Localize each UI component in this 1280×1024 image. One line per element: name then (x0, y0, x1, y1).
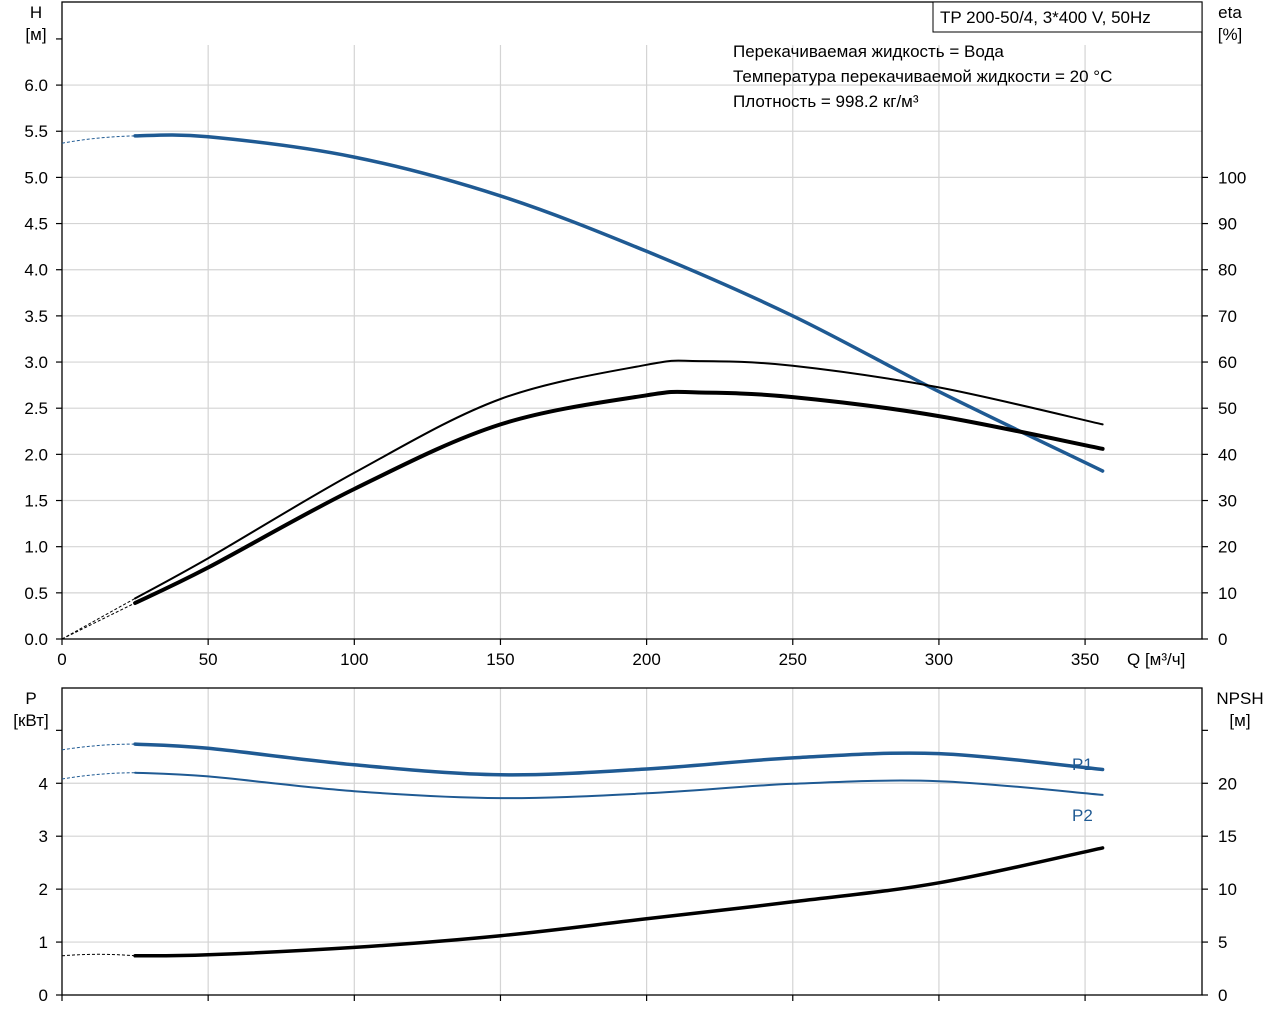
y-left-tick-label: 5.5 (24, 122, 48, 141)
npsh-axis-label: NPSH (1216, 689, 1263, 708)
series-line-0-1 (134, 359, 1104, 600)
y-left-tick-label: 3 (39, 827, 48, 846)
note-fluid: Перекачиваемая жидкость = Вода (733, 42, 1004, 61)
y-left-tick-label: 5.0 (24, 168, 48, 187)
y-right-tick-label: 30 (1218, 492, 1237, 511)
eta-axis-label: eta (1218, 3, 1242, 22)
h-axis-unit: [м] (25, 25, 46, 44)
pump-title-box (932, 1, 1203, 33)
y-left-tick-label: 1 (39, 933, 48, 952)
y-right-tick-label: 10 (1218, 880, 1237, 899)
series-extrapolation (61, 953, 136, 957)
top-series (61, 133, 1105, 640)
y-right-tick-label: 80 (1218, 261, 1237, 280)
note-density: Плотность = 998.2 кг/м³ (733, 92, 919, 111)
p-axis-label: P (25, 689, 36, 708)
y-left-tick-label: 2.0 (24, 445, 48, 464)
p2-series-label: P2 (1072, 806, 1093, 825)
y-left-tick-label: 0.0 (24, 630, 48, 649)
series-line-0-2 (133, 389, 1105, 605)
x-tick-label: 50 (199, 650, 218, 669)
series-extrapolation (61, 597, 136, 640)
y-right-tick-label: 50 (1218, 399, 1237, 418)
series-extrapolation (61, 602, 136, 640)
y-left-tick-label: 0.5 (24, 584, 48, 603)
top-axis-ticks: 0.0 0.5 1.0 1.5 2.0 2.5 3.0 3.5 4.0 4.5 5.0 5.5 6.0 0… (24, 38, 1246, 669)
y-right-tick-label: 90 (1218, 215, 1237, 234)
eta-axis-unit: [%] (1218, 25, 1243, 44)
series-line-1-2 (133, 846, 1105, 958)
bottom-grid (62, 688, 1202, 995)
bottom-series (61, 742, 1105, 958)
p-axis-unit: [кВт] (13, 711, 48, 730)
y-right-tick-label: 20 (1218, 774, 1237, 793)
y-right-tick-label: 60 (1218, 353, 1237, 372)
x-tick-label: 250 (779, 650, 807, 669)
y-right-tick-label: 20 (1218, 538, 1237, 557)
top-grid (62, 45, 1202, 639)
y-right-tick-label: 0 (1218, 630, 1227, 649)
top-plot-frame (61, 1, 1203, 640)
y-left-tick-label: 4.0 (24, 261, 48, 280)
x-tick-label: 350 (1071, 650, 1099, 669)
y-left-tick-label: 4 (39, 774, 48, 793)
y-left-tick-label: 2.5 (24, 399, 48, 418)
y-left-tick-label: 6.0 (24, 76, 48, 95)
h-axis-label: H (30, 3, 42, 22)
series-extrapolation (61, 772, 136, 780)
npsh-axis-unit: [м] (1229, 711, 1250, 730)
x-tick-label: 0 (57, 650, 66, 669)
y-left-tick-label: 3.5 (24, 307, 48, 326)
y-left-tick-label: 1.0 (24, 538, 48, 557)
x-tick-label: 100 (340, 650, 368, 669)
y-left-tick-label: 2 (39, 880, 48, 899)
y-right-tick-label: 5 (1218, 933, 1227, 952)
y-left-tick-label: 1.5 (24, 492, 48, 511)
y-left-tick-label: 4.5 (24, 215, 48, 234)
p1-series-label: P1 (1072, 755, 1093, 774)
series-extrapolation (61, 135, 136, 144)
y-left-tick-label: 3.0 (24, 353, 48, 372)
note-temperature: Температура перекачиваемой жидкости = 20… (733, 67, 1112, 86)
x-tick-label: 300 (925, 650, 953, 669)
series-p1 (133, 742, 1105, 777)
y-right-tick-label: 0 (1218, 986, 1227, 1005)
q-axis-label: Q [м³/ч] (1127, 650, 1185, 669)
x-tick-label: 200 (632, 650, 660, 669)
y-right-tick-label: 70 (1218, 307, 1237, 326)
y-left-tick-label: 0 (39, 986, 48, 1005)
series-extrapolation (61, 743, 136, 751)
x-tick-label: 150 (486, 650, 514, 669)
bottom-axis-ticks: 0 1 2 3 4 0 5 10 15 20 (39, 729, 1237, 1005)
pump-title: TP 200-50/4, 3*400 V, 50Hz (940, 8, 1151, 27)
y-right-tick-label: 15 (1218, 827, 1237, 846)
y-right-tick-label: 100 (1218, 168, 1246, 187)
series-p2 (134, 771, 1104, 800)
bottom-plot-frame (61, 687, 1203, 996)
series-line-0-0 (133, 133, 1105, 473)
y-right-tick-label: 10 (1218, 584, 1237, 603)
y-right-tick-label: 40 (1218, 445, 1237, 464)
